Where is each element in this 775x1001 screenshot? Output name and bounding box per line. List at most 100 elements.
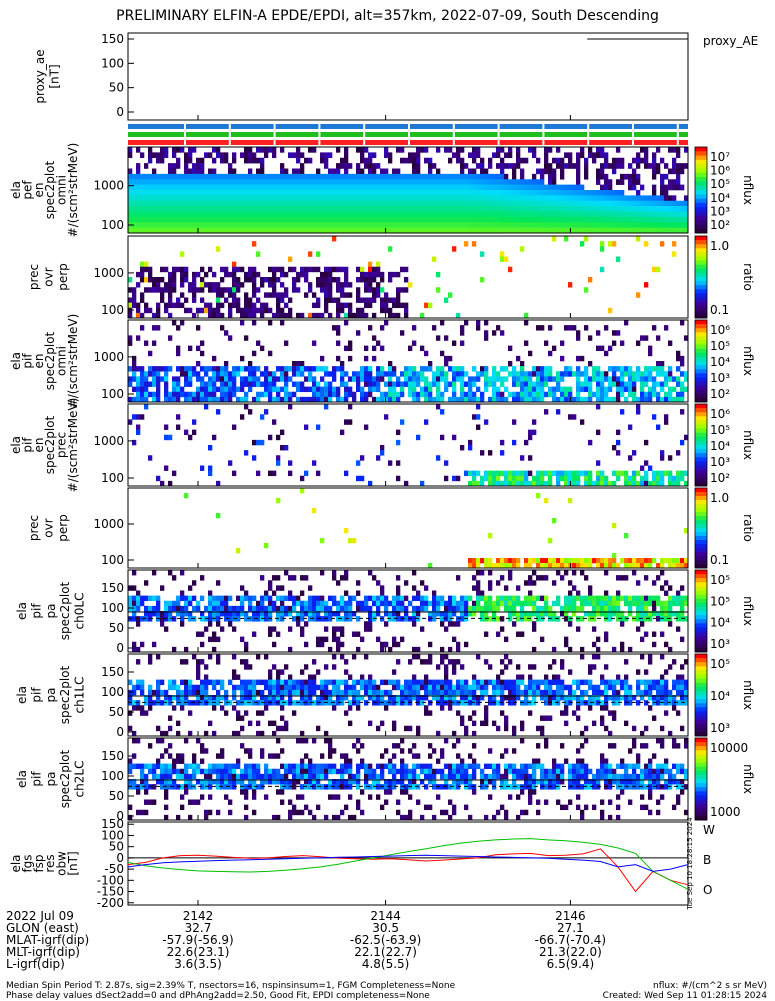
spec-cell (136, 335, 140, 340)
spec-cell (620, 195, 624, 201)
spec-cell (572, 397, 576, 402)
spec-cell (136, 217, 140, 223)
spec-cell (672, 596, 676, 601)
spec-cell (572, 228, 576, 234)
spec-cell (296, 277, 300, 282)
spec-cell (360, 147, 364, 153)
spec-cell (540, 471, 544, 476)
spec-cell (216, 621, 220, 626)
spec-cell (392, 179, 396, 185)
spec-cell (656, 335, 660, 340)
spec-cell (336, 325, 340, 330)
spec-cell (604, 632, 608, 637)
spec-cell (152, 287, 156, 292)
spec-cell (164, 425, 168, 430)
spec-cell (216, 481, 220, 486)
spec-cell (260, 282, 264, 287)
spec-cell (644, 596, 648, 601)
spec-cell (168, 282, 172, 287)
spec-cell (536, 397, 540, 402)
spec-cell (432, 212, 436, 218)
spec-cell (272, 212, 276, 218)
spec-cell (328, 313, 332, 318)
spec-cell (400, 179, 404, 185)
spec-cell (484, 558, 488, 563)
spec-cell (612, 558, 616, 563)
spec-cell (556, 596, 560, 601)
spec-cell (360, 371, 364, 376)
spec-cell (516, 601, 520, 606)
spec-cell (240, 382, 244, 387)
spec-cell (368, 185, 372, 191)
spec-cell (652, 206, 656, 212)
spec-cell (464, 642, 468, 647)
spec-cell (376, 637, 380, 642)
spec-cell (184, 601, 188, 606)
spec-cell (516, 481, 520, 486)
spec-cell (500, 147, 504, 153)
spec-cell (388, 366, 392, 371)
spec-cell (412, 376, 416, 381)
spec-cell (172, 228, 176, 234)
spec-cell (220, 292, 224, 297)
spec-cell (496, 195, 500, 201)
spec-cell (312, 397, 316, 402)
spec-cell (128, 397, 132, 402)
spec-cell (212, 705, 216, 710)
spec-cell (168, 570, 172, 575)
spec-cell (220, 626, 224, 631)
spec-cell (496, 147, 500, 153)
spec-cell (500, 217, 504, 223)
spec-cell (304, 179, 308, 185)
spec-cell (224, 195, 228, 201)
spec-cell (152, 185, 156, 191)
spec-cell (520, 195, 524, 201)
spec-cell (404, 376, 408, 381)
spec-cell (188, 169, 192, 175)
spec-cell (680, 601, 684, 606)
spec-cell (132, 685, 136, 690)
spec-cell (240, 308, 244, 313)
spec-cell (200, 222, 204, 228)
spec-cell (152, 397, 156, 402)
spec-cell (516, 190, 520, 196)
spec-cell (144, 163, 148, 169)
spec-cell (476, 387, 480, 392)
spec-cell (624, 481, 628, 486)
spec-cell (204, 680, 208, 685)
spec-cell (356, 201, 360, 207)
spec-cell (536, 366, 540, 371)
spec-cell (140, 382, 144, 387)
spec-cell (388, 308, 392, 313)
spec-cell (540, 206, 544, 212)
spec-cell (364, 298, 368, 303)
spec-cell (456, 201, 460, 207)
spec-cell (444, 476, 448, 481)
ytick-prec_ovr_perp_e-0: 1000 (93, 266, 124, 280)
spec-cell (308, 212, 312, 218)
spec-cell (316, 201, 320, 207)
colorbar-swatch (695, 394, 707, 399)
spec-cell (152, 217, 156, 223)
spec-cell (336, 179, 340, 185)
spec-cell (332, 179, 336, 185)
spec-cell (180, 387, 184, 392)
spec-cell (336, 267, 340, 272)
spec-cell (368, 675, 372, 680)
spec-cell (676, 558, 680, 563)
spec-cell (152, 277, 156, 282)
spec-cell (288, 195, 292, 201)
spec-cell (628, 179, 632, 185)
spec-cell (184, 201, 188, 207)
spec-cell (268, 675, 272, 680)
spec-cell (660, 179, 664, 185)
spec-cell (572, 190, 576, 196)
spec-cell (628, 596, 632, 601)
spec-cell (244, 174, 248, 180)
spec-cell (628, 606, 632, 611)
spec-cell (304, 387, 308, 392)
spec-cell (304, 185, 308, 191)
spec-cell (668, 471, 672, 476)
spec-cell (680, 382, 684, 387)
spec-cell (292, 152, 296, 158)
